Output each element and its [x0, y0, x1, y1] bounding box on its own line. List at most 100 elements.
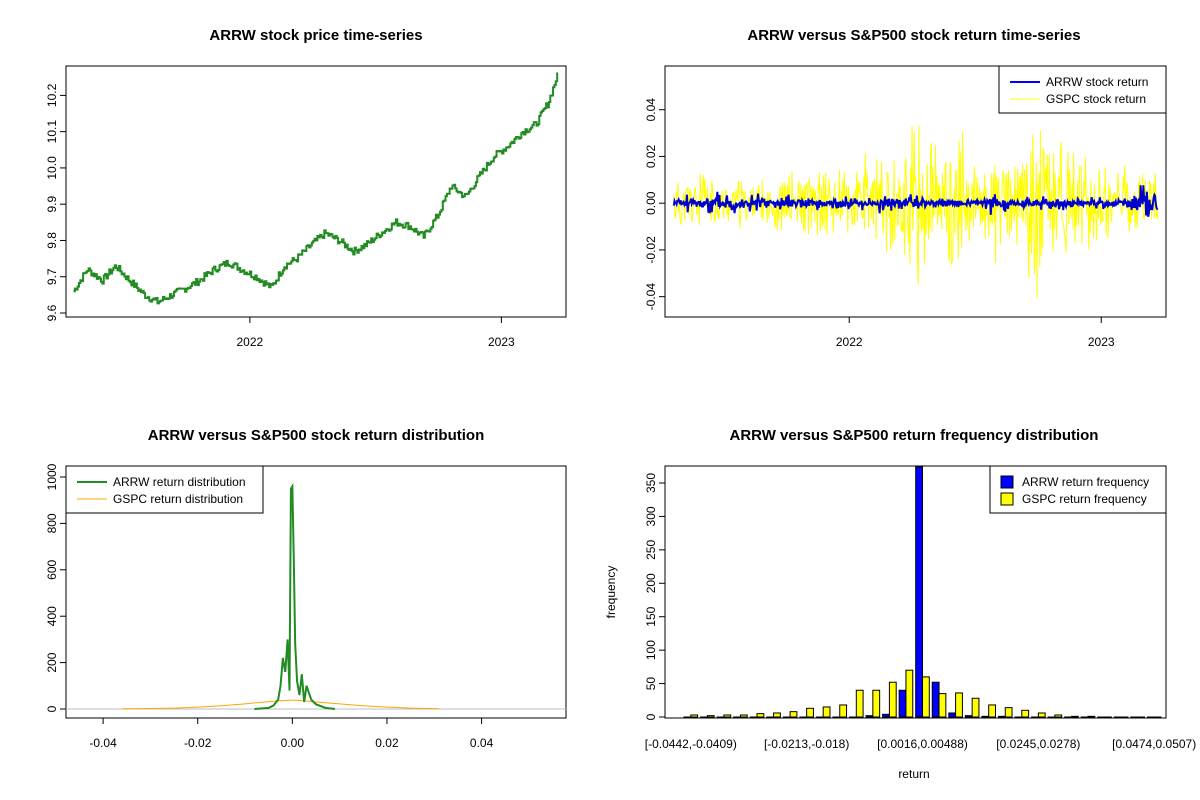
y-tick-label: 0	[644, 713, 658, 720]
gspc-bar	[690, 714, 699, 718]
y-tick-label: 50	[644, 677, 658, 691]
gspc-bar	[988, 704, 997, 718]
gspc-bar	[839, 704, 848, 718]
arrw-bar	[815, 716, 824, 719]
legend-label: ARRW return frequency	[1022, 475, 1149, 489]
legend: ARRW return frequency GSPC return freque…	[989, 465, 1167, 514]
x-tick-label: [0.0474,0.0507)	[1112, 737, 1196, 751]
legend: ARRW stock return GSPC stock return	[998, 65, 1167, 114]
x-tick-label: [0.0245,0.0278)	[996, 737, 1080, 751]
chart-title: ARRW versus S&P500 stock return distribu…	[148, 427, 484, 444]
x-tick-label: 0.04	[470, 736, 494, 750]
arrw-bar	[683, 716, 692, 719]
y-tick-label: 300	[644, 506, 658, 526]
gspc-bar	[888, 681, 897, 718]
arrw-bar	[749, 716, 758, 719]
y-tick-label: 400	[45, 606, 59, 626]
chart-title: ARRW stock price time-series	[209, 27, 422, 44]
gspc-bar	[706, 715, 715, 718]
gspc-bar	[1070, 715, 1079, 718]
y-tick-label: 10.1	[45, 120, 59, 144]
panel-return-distribution: ARRW versus S&P500 stock return distribu…	[45, 427, 567, 750]
y-axis-label: frequency	[604, 566, 618, 619]
legend-label: GSPC return frequency	[1022, 492, 1147, 506]
plot-area	[73, 72, 559, 305]
y-axis: 0 50 100 150 200 250 300 350	[644, 473, 666, 720]
x-axis-label: return	[898, 767, 929, 781]
y-tick-label: 800	[45, 513, 59, 533]
y-tick-label: 9.9	[45, 196, 59, 213]
arrw-bar	[915, 466, 924, 718]
y-tick-label: 1000	[45, 463, 59, 490]
gspc-bar	[723, 714, 732, 718]
legend-box	[989, 465, 1167, 514]
gspc-bar	[1104, 716, 1112, 719]
y-tick-label: 200	[45, 652, 59, 672]
panel-return-timeseries: ARRW versus S&P500 stock return time-ser…	[644, 27, 1167, 349]
x-tick-label: 2022	[836, 335, 863, 349]
gspc-bar	[1037, 712, 1046, 718]
legend-box	[65, 465, 264, 514]
arrw-bar	[1064, 716, 1072, 719]
gspc-bar	[1021, 709, 1030, 718]
chart-title: ARRW versus S&P500 stock return time-ser…	[747, 27, 1080, 44]
arrw-bar	[882, 713, 890, 718]
arrw-bar	[1130, 716, 1139, 719]
arrw-bar	[716, 716, 725, 719]
arrw-bar	[1097, 716, 1106, 719]
arrw-bar	[1080, 716, 1089, 719]
x-tick-label: 2022	[236, 335, 263, 349]
arrw-bar	[849, 716, 857, 719]
x-tick-label: [-0.0442,-0.0409)	[645, 737, 737, 751]
panel-frequency-distribution: ARRW versus S&P500 return frequency dist…	[604, 427, 1196, 781]
legend-swatch	[1000, 492, 1014, 506]
arrw-bar	[766, 716, 775, 719]
arrw-bar	[1146, 716, 1155, 719]
x-tick-label: 0.02	[375, 736, 399, 750]
arrw-bar	[964, 715, 973, 718]
gspc-bar	[905, 669, 914, 718]
y-tick-label: 10.0	[45, 156, 59, 180]
arrw-bar	[948, 712, 957, 718]
legend-box	[998, 65, 1167, 114]
x-tick-label: [0.0016,0.00488)	[877, 737, 968, 751]
x-tick-label: 2023	[488, 335, 515, 349]
plot-area: [-0.0442,-0.0409) [-0.0213,-0.018) [0.0016…	[645, 466, 1196, 751]
arrw-bar	[1047, 716, 1056, 719]
y-tick-label: 10.2	[45, 83, 59, 107]
legend-label: ARRW stock return	[1046, 75, 1148, 89]
arrw-bar	[782, 716, 791, 719]
y-tick-label: 0	[45, 705, 59, 712]
x-tick-label: -0.04	[89, 736, 117, 750]
x-tick-label: 2023	[1088, 335, 1115, 349]
y-tick-label: 0.00	[644, 191, 658, 215]
y-tick-label: -0.02	[644, 236, 658, 264]
gspc-bar	[1054, 714, 1063, 718]
arrw-bar	[832, 716, 841, 719]
x-tick-label: -0.02	[184, 736, 212, 750]
y-tick-label: 9.8	[45, 232, 59, 249]
x-tick-label: [-0.0213,-0.018)	[764, 737, 849, 751]
x-tick-label: 0.00	[281, 736, 305, 750]
arrw-bar	[700, 716, 708, 719]
arrw-bar	[931, 681, 940, 718]
legend-swatch	[1000, 475, 1014, 489]
y-tick-label: 350	[644, 473, 658, 493]
y-tick-label: 100	[644, 640, 658, 660]
gspc-bar	[938, 693, 947, 718]
gspc-bar	[756, 713, 765, 718]
gspc-bar	[806, 707, 814, 718]
gspc-bar	[822, 706, 831, 718]
legend-label: ARRW return distribution	[113, 475, 246, 489]
plot-area	[672, 116, 1159, 307]
arrw-bar	[733, 716, 741, 719]
x-axis: -0.04 -0.02 0.00 0.02 0.04	[89, 717, 494, 750]
arrw-bar	[1113, 716, 1122, 719]
gspc-bar	[855, 689, 864, 718]
gspc-bar	[1120, 716, 1129, 719]
arrw-bar	[799, 716, 808, 719]
panel-price-timeseries: ARRW stock price time-series 9.69.79.89.…	[45, 27, 567, 349]
y-tick-label: 150	[644, 606, 658, 626]
arrw-bar	[865, 715, 874, 718]
